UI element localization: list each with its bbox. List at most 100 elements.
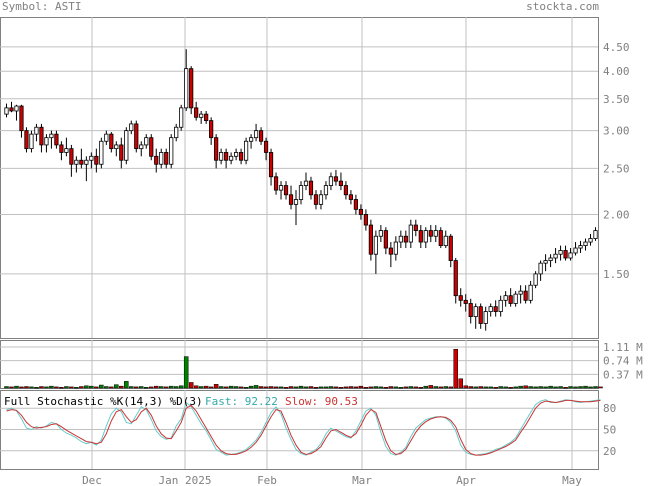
volume-bar xyxy=(173,386,179,389)
volume-bar xyxy=(313,387,319,389)
volume-bar xyxy=(488,386,493,389)
volume-bar xyxy=(523,385,528,389)
candle-body xyxy=(433,230,438,237)
volume-bar xyxy=(458,378,463,389)
candle-body xyxy=(14,105,19,112)
volume-bar xyxy=(438,386,444,389)
volume-bar xyxy=(278,386,284,389)
volume-bar xyxy=(288,386,294,389)
volume-bar xyxy=(168,385,174,389)
candle-body xyxy=(144,137,149,146)
price-panel-frame xyxy=(0,17,599,339)
candle-body xyxy=(363,214,368,226)
volume-bars xyxy=(4,348,603,389)
price-tick-label: 3.00 xyxy=(603,125,630,138)
candle-body xyxy=(179,107,184,128)
candle-body xyxy=(593,230,598,239)
candle-body xyxy=(583,241,588,247)
candle-body xyxy=(74,159,79,165)
candle-body xyxy=(174,126,179,139)
candle-body xyxy=(129,123,134,132)
candle-body xyxy=(119,144,124,161)
axis-labels: Dec Jan 2025 Feb Mar Apr May 4.50 4.00 3.50 3.00 2… xyxy=(82,41,643,486)
candle-body xyxy=(44,137,49,146)
volume-bar xyxy=(74,387,79,389)
volume-bar xyxy=(9,386,14,389)
x-tick-label: May xyxy=(562,474,582,486)
volume-bar xyxy=(328,386,334,389)
x-tick-label: Feb xyxy=(257,474,277,486)
candle-body xyxy=(303,180,309,186)
candle-body xyxy=(453,260,458,297)
volume-bar xyxy=(588,386,593,389)
volume-bar xyxy=(518,385,523,389)
candle-body xyxy=(154,155,159,165)
candle-body xyxy=(209,120,214,139)
volume-bar xyxy=(129,386,134,389)
volume-bar xyxy=(583,385,588,389)
volume-bar xyxy=(478,386,483,389)
candle-body xyxy=(164,152,169,165)
volume-bar xyxy=(423,385,429,389)
candle-body xyxy=(493,306,498,312)
candle-body xyxy=(298,185,304,200)
candles xyxy=(4,49,598,331)
volume-bar xyxy=(323,386,329,389)
volume-bar xyxy=(253,385,259,389)
candle-body xyxy=(513,293,518,304)
volume-bar xyxy=(34,387,39,389)
volume-bar xyxy=(538,386,543,389)
candle-body xyxy=(518,290,523,295)
candle-body xyxy=(239,152,244,161)
volume-bar xyxy=(104,386,109,389)
candle-body xyxy=(4,107,9,115)
candle-body xyxy=(69,148,74,165)
candle-body xyxy=(573,247,578,254)
candle-body xyxy=(114,144,119,150)
candle-body xyxy=(408,224,413,243)
volume-bar xyxy=(418,387,424,389)
candle-body xyxy=(34,126,39,135)
x-tick-label: Jan 2025 xyxy=(159,474,212,486)
candle-body xyxy=(413,224,418,231)
candle-body xyxy=(483,311,488,324)
volume-bar xyxy=(39,386,44,389)
candle-body xyxy=(94,155,99,165)
candle-body xyxy=(149,137,154,157)
volume-bar xyxy=(19,386,24,389)
volume-bar xyxy=(408,386,414,389)
volume-bar xyxy=(94,386,99,389)
candle-body xyxy=(243,140,249,161)
volume-bar xyxy=(228,385,234,389)
candle-body xyxy=(333,176,339,182)
volume-bar xyxy=(493,387,498,389)
candle-body xyxy=(49,133,54,139)
candle-body xyxy=(29,133,34,150)
volume-bar xyxy=(218,386,224,389)
stochastic-lines xyxy=(6,399,601,456)
fast-value: Fast: 92.22 xyxy=(205,395,278,408)
candle-body xyxy=(498,299,503,312)
source-label[interactable]: stockta.com xyxy=(526,0,599,13)
candle-body xyxy=(99,140,104,165)
volume-bar xyxy=(568,386,573,389)
volume-bar xyxy=(353,386,359,389)
volume-bar xyxy=(318,386,324,389)
candle-body xyxy=(79,159,84,165)
candle-body xyxy=(9,107,14,112)
volume-bar xyxy=(383,387,389,389)
volume-bar xyxy=(134,386,139,389)
candle-body xyxy=(503,295,508,301)
volume-bar xyxy=(149,386,154,389)
candle-body xyxy=(458,295,463,301)
candle-body xyxy=(398,235,403,243)
volume-bar xyxy=(163,386,169,389)
candle-body xyxy=(273,176,279,191)
candle-body xyxy=(283,185,289,196)
volume-bar xyxy=(498,386,503,389)
stochastic-tick-label: 50 xyxy=(603,424,616,437)
candle-body xyxy=(553,253,558,259)
candle-body xyxy=(443,235,448,247)
candle-body xyxy=(64,148,69,153)
